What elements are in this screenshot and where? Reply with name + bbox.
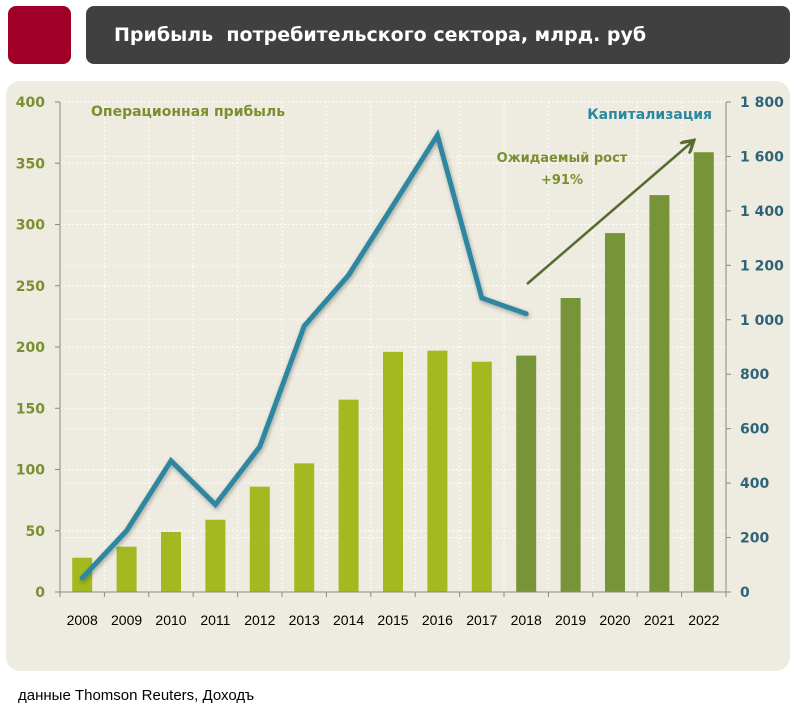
growth-label: Ожидаемый рост: [497, 151, 628, 166]
bar-2013: [294, 463, 315, 592]
x-tick-label: 2014: [333, 612, 364, 628]
right-tick-label: 1 200: [740, 258, 784, 274]
bar-2019: [560, 298, 581, 592]
right-tick-label: 0: [740, 585, 750, 601]
left-tick-label: 150: [16, 401, 45, 417]
bar-2009: [116, 546, 137, 592]
right-tick-label: 1 000: [740, 313, 784, 329]
left-tick-label: 50: [26, 524, 46, 540]
x-tick-label: 2011: [200, 612, 230, 628]
left-tick-label: 0: [35, 585, 45, 601]
growth-value: +91%: [541, 173, 583, 188]
bar-2011: [205, 519, 226, 592]
bar-2016: [427, 350, 448, 592]
bar-2022: [693, 152, 714, 592]
growth-arrow: [526, 142, 692, 285]
right-tick-label: 1 400: [740, 204, 784, 220]
bar-2015: [383, 351, 403, 592]
right-tick-label: 1 600: [740, 149, 784, 165]
bar-2017: [471, 361, 492, 592]
left-tick-label: 350: [16, 156, 45, 172]
bar-2012: [249, 486, 270, 592]
x-tick-label: 2019: [555, 612, 586, 628]
x-tick-label: 2018: [511, 612, 542, 628]
right-tick-label: 600: [740, 422, 769, 438]
bar-2010: [161, 531, 181, 592]
page-title: Прибыль потребительского сектора, млрд. …: [86, 6, 790, 64]
x-tick-label: 2009: [111, 612, 142, 628]
bar-2018: [516, 355, 537, 592]
right-tick-label: 200: [740, 531, 769, 547]
left-tick-label: 300: [16, 218, 45, 234]
x-tick-label: 2022: [688, 612, 719, 628]
left-tick-label: 100: [16, 463, 45, 479]
x-tick-label: 2016: [422, 612, 453, 628]
right-tick-label: 400: [740, 476, 769, 492]
x-tick-label: 2020: [599, 612, 630, 628]
left-tick-label: 400: [16, 95, 45, 111]
bar-2020: [605, 233, 625, 592]
x-tick-label: 2017: [466, 612, 497, 628]
brand-square: [8, 6, 71, 64]
x-tick-label: 2008: [67, 612, 98, 628]
x-tick-label: 2013: [289, 612, 320, 628]
x-tick-label: 2021: [644, 612, 675, 628]
bar-2021: [649, 195, 670, 592]
bar-2014: [338, 399, 359, 592]
source-note: данные Thomson Reuters, Доходъ: [18, 687, 255, 704]
x-tick-label: 2012: [244, 612, 275, 628]
left-tick-label: 250: [16, 279, 45, 295]
legend-operating-profit: Операционная прибыль: [91, 104, 285, 120]
x-tick-label: 2010: [155, 612, 186, 628]
x-tick-label: 2015: [377, 612, 408, 628]
left-tick-label: 200: [16, 340, 45, 356]
right-tick-label: 800: [740, 367, 769, 383]
right-tick-label: 1 800: [740, 95, 784, 111]
legend-capitalization: Капитализация: [587, 107, 712, 123]
